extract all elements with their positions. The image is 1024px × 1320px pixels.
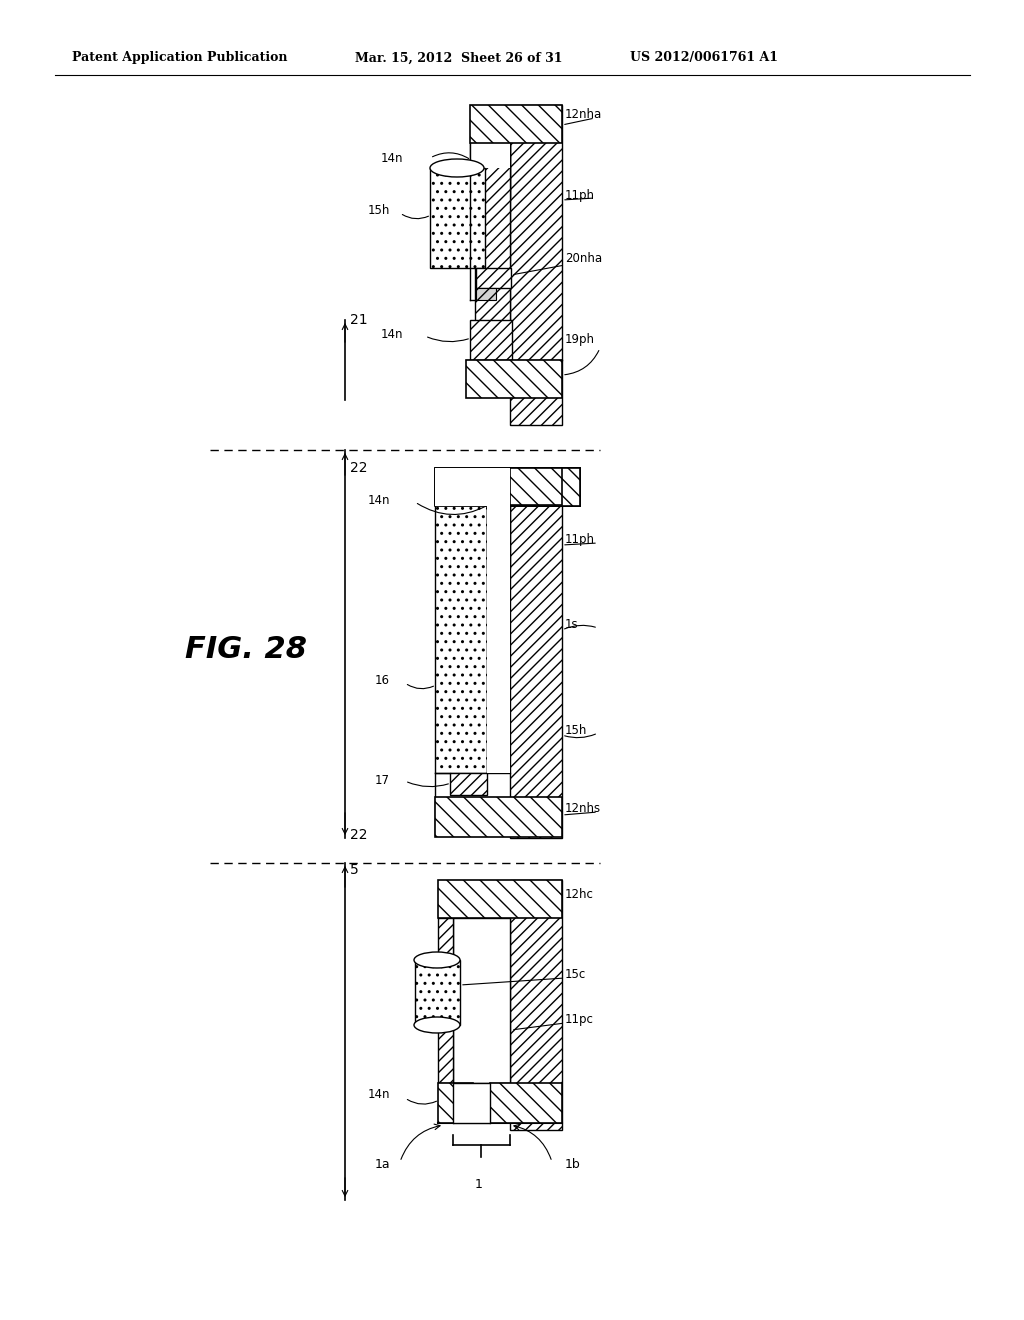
Bar bbox=[438, 1082, 473, 1123]
Bar bbox=[435, 469, 510, 506]
Text: 1a: 1a bbox=[375, 1159, 390, 1172]
Bar bbox=[470, 319, 512, 360]
Text: 1: 1 bbox=[475, 1179, 483, 1192]
Bar bbox=[435, 469, 535, 506]
Text: 15h: 15h bbox=[565, 723, 588, 737]
Bar bbox=[510, 469, 562, 838]
Text: 22: 22 bbox=[350, 461, 368, 475]
Text: Mar. 15, 2012  Sheet 26 of 31: Mar. 15, 2012 Sheet 26 of 31 bbox=[355, 51, 562, 65]
Text: 14n: 14n bbox=[381, 152, 403, 165]
Bar bbox=[476, 288, 496, 300]
Bar bbox=[510, 469, 580, 506]
Bar bbox=[470, 143, 510, 198]
Text: US 2012/0061761 A1: US 2012/0061761 A1 bbox=[630, 51, 778, 65]
Text: 11ph: 11ph bbox=[565, 533, 595, 546]
Ellipse shape bbox=[414, 952, 460, 968]
Bar bbox=[430, 168, 485, 268]
Bar bbox=[450, 774, 487, 795]
Text: 1b: 1b bbox=[565, 1159, 581, 1172]
Bar bbox=[435, 797, 562, 837]
Bar bbox=[487, 506, 510, 540]
Text: FIG. 28: FIG. 28 bbox=[185, 635, 307, 664]
Bar bbox=[475, 143, 510, 343]
Text: 20nha: 20nha bbox=[565, 252, 602, 264]
Bar bbox=[438, 917, 453, 1082]
Text: 5: 5 bbox=[350, 863, 358, 876]
Ellipse shape bbox=[430, 158, 484, 177]
Bar bbox=[510, 469, 580, 506]
Bar bbox=[487, 469, 510, 568]
Text: 14n: 14n bbox=[381, 329, 403, 342]
Ellipse shape bbox=[414, 1016, 460, 1034]
Text: 16: 16 bbox=[375, 673, 390, 686]
Bar bbox=[435, 506, 487, 774]
Bar bbox=[476, 268, 511, 288]
Bar bbox=[510, 880, 562, 1130]
Bar bbox=[470, 143, 510, 168]
Text: 17: 17 bbox=[375, 774, 390, 787]
Text: Patent Application Publication: Patent Application Publication bbox=[72, 51, 288, 65]
Bar bbox=[435, 469, 580, 506]
Text: 12nha: 12nha bbox=[565, 108, 602, 121]
Bar bbox=[466, 360, 562, 399]
Text: 15h: 15h bbox=[368, 203, 390, 216]
Text: 14n: 14n bbox=[368, 1089, 390, 1101]
Bar bbox=[438, 880, 562, 917]
Text: 23: 23 bbox=[565, 466, 580, 479]
Bar bbox=[510, 469, 562, 506]
Bar bbox=[453, 1082, 490, 1123]
Bar bbox=[487, 540, 510, 774]
Bar bbox=[415, 960, 460, 1026]
Text: 19ph: 19ph bbox=[565, 334, 595, 346]
Bar bbox=[453, 917, 510, 1082]
Text: 14n: 14n bbox=[368, 494, 390, 507]
Bar bbox=[470, 106, 562, 143]
Text: 21: 21 bbox=[350, 313, 368, 327]
Text: 15c: 15c bbox=[565, 969, 587, 982]
Text: 22: 22 bbox=[350, 828, 368, 842]
Bar bbox=[510, 106, 562, 425]
Text: 11ph: 11ph bbox=[565, 189, 595, 202]
Text: 1s: 1s bbox=[565, 619, 579, 631]
Bar bbox=[490, 1082, 562, 1123]
Text: 12nhs: 12nhs bbox=[565, 801, 601, 814]
Text: 11pc: 11pc bbox=[565, 1014, 594, 1027]
Text: 12hc: 12hc bbox=[565, 888, 594, 902]
